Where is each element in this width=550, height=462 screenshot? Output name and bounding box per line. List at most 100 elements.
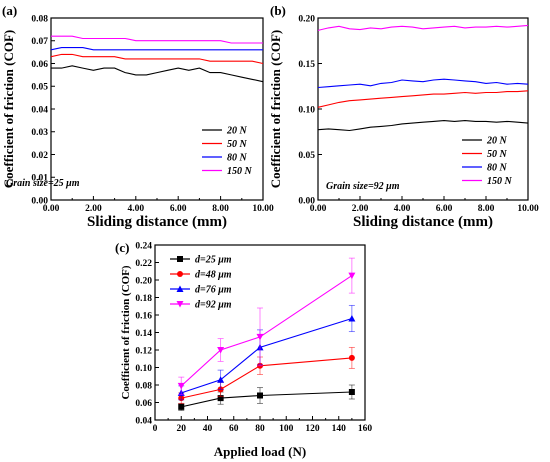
data-point bbox=[217, 376, 225, 383]
data-point bbox=[217, 347, 225, 354]
series-line bbox=[181, 317, 353, 394]
x-tick-label: 6.00 bbox=[436, 204, 453, 214]
data-point bbox=[256, 333, 264, 341]
legend-label: 150 N bbox=[227, 166, 253, 177]
grain-size-annotation: Grain size=25 μm bbox=[6, 178, 80, 189]
y-tick-label: 0.12 bbox=[135, 346, 152, 356]
x-tick-label: 120 bbox=[305, 424, 320, 434]
y-tick-label: 0.15 bbox=[298, 60, 315, 70]
x-tick-label: 160 bbox=[358, 424, 373, 434]
panel-label: (c) bbox=[115, 240, 129, 255]
x-tick-label: 10.00 bbox=[517, 204, 539, 214]
y-tick-label: 0.20 bbox=[135, 276, 152, 286]
x-tick-label: 2.00 bbox=[352, 204, 369, 214]
y-tick-label: 0.24 bbox=[135, 241, 152, 251]
x-tick-label: 80 bbox=[255, 424, 265, 434]
y-tick-label: 0.06 bbox=[31, 60, 48, 70]
x-tick-label: 0 bbox=[153, 424, 158, 434]
y-tick-label: 0.04 bbox=[135, 416, 152, 426]
legend-marker bbox=[177, 256, 183, 262]
data-point bbox=[348, 389, 355, 395]
legend-label: d=76 μm bbox=[195, 285, 232, 296]
panel-c: (c) 0 20 40 60 80 100 120 140 160 0.04 0.06 0.08 0.10… bbox=[115, 240, 372, 459]
data-point bbox=[177, 382, 185, 390]
grain-size-annotation: Grain size=92 μm bbox=[326, 181, 400, 192]
x-tick-label: 8.00 bbox=[212, 204, 229, 214]
y-axis-title: Coefficient of friction (COF) bbox=[1, 30, 16, 188]
x-axis-title: Sliding distance (mm) bbox=[353, 214, 493, 230]
y-tick-label: 0.10 bbox=[135, 364, 152, 374]
legend-label: 50 N bbox=[227, 139, 248, 150]
y-tick-label: 0.05 bbox=[31, 83, 48, 93]
legend-label: d=92 μm bbox=[195, 300, 232, 311]
x-tick-label: 20 bbox=[177, 424, 187, 434]
legend-marker bbox=[176, 285, 184, 292]
legend-label: 20 N bbox=[226, 126, 248, 137]
data-point bbox=[217, 395, 224, 402]
x-tick-label: 4.00 bbox=[127, 204, 144, 214]
x-tick-label: 8.00 bbox=[478, 204, 495, 214]
legend-label: d=25 μm bbox=[195, 255, 232, 266]
y-tick-label: 0.05 bbox=[298, 151, 315, 161]
legend-label: 150 N bbox=[487, 176, 513, 187]
data-point bbox=[178, 403, 185, 410]
y-tick-label: 0.00 bbox=[298, 196, 315, 206]
series-line bbox=[317, 120, 529, 132]
legend-label: 80 N bbox=[487, 163, 508, 174]
panel-b: (b) 0.00 2.00 4.00 6.00 8.00 10.00 0.00 0.05 0.10… bbox=[268, 3, 539, 230]
series-line bbox=[317, 24, 529, 31]
legend-label: 80 N bbox=[227, 153, 248, 164]
x-tick-label: 60 bbox=[229, 424, 239, 434]
y-tick-label: 0.16 bbox=[135, 311, 152, 321]
x-axis-title: Applied load (N) bbox=[214, 444, 306, 459]
y-tick-label: 0.20 bbox=[298, 14, 315, 24]
y-tick-label: 0.08 bbox=[135, 381, 152, 391]
y-tick-label: 0.07 bbox=[31, 37, 48, 47]
series-line bbox=[180, 275, 353, 387]
data-point bbox=[348, 315, 356, 322]
y-tick-label: 0.14 bbox=[135, 329, 152, 339]
y-tick-label: 0.22 bbox=[135, 259, 152, 269]
y-tick-label: 0.01 bbox=[31, 174, 48, 184]
panel-a: (a) 0.00 2.00 4.00 6.00 8.00 10.00 0.00 0.01 0.02… bbox=[1, 3, 274, 230]
y-tick-label: 0.03 bbox=[31, 128, 48, 138]
x-tick-label: 10.00 bbox=[252, 204, 274, 214]
series-line bbox=[317, 78, 529, 89]
x-tick-label: 4.00 bbox=[394, 204, 411, 214]
y-tick-label: 0.04 bbox=[31, 105, 48, 115]
legend-label: 50 N bbox=[487, 149, 508, 160]
panel-label: (a) bbox=[2, 3, 17, 18]
x-tick-label: 6.00 bbox=[170, 204, 187, 214]
y-axis-title: Coefficient of friction (COF) bbox=[120, 265, 132, 399]
x-tick-label: 140 bbox=[332, 424, 347, 434]
y-tick-label: 0.00 bbox=[31, 196, 48, 206]
y-axis-title: Coefficient of friction (COF) bbox=[268, 30, 283, 188]
series-line bbox=[317, 90, 529, 108]
y-tick-label: 0.02 bbox=[31, 151, 48, 161]
series-line bbox=[50, 53, 264, 65]
x-axis-title: Sliding distance (mm) bbox=[87, 214, 227, 230]
series-line bbox=[181, 391, 352, 408]
y-tick-label: 0.10 bbox=[298, 105, 315, 115]
data-point bbox=[348, 354, 355, 361]
data-point bbox=[257, 392, 263, 399]
legend-label: 20 N bbox=[486, 136, 508, 147]
legend-marker bbox=[176, 301, 184, 308]
y-tick-label: 0.08 bbox=[31, 14, 48, 24]
x-tick-label: 40 bbox=[203, 424, 213, 434]
y-tick-label: 0.06 bbox=[135, 399, 152, 409]
series-line bbox=[51, 65, 264, 83]
x-tick-label: 2.00 bbox=[85, 204, 102, 214]
panel-label: (b) bbox=[270, 3, 286, 18]
legend-label: d=48 μm bbox=[195, 270, 232, 281]
legend-marker bbox=[177, 271, 183, 277]
x-tick-label: 0.00 bbox=[310, 204, 327, 214]
series-line bbox=[51, 35, 263, 44]
x-tick-label: 100 bbox=[279, 424, 294, 434]
data-point bbox=[348, 272, 356, 280]
series-line bbox=[50, 47, 263, 51]
x-tick-label: 0.00 bbox=[43, 204, 60, 214]
series-line bbox=[181, 357, 352, 399]
y-tick-label: 0.18 bbox=[135, 294, 152, 304]
